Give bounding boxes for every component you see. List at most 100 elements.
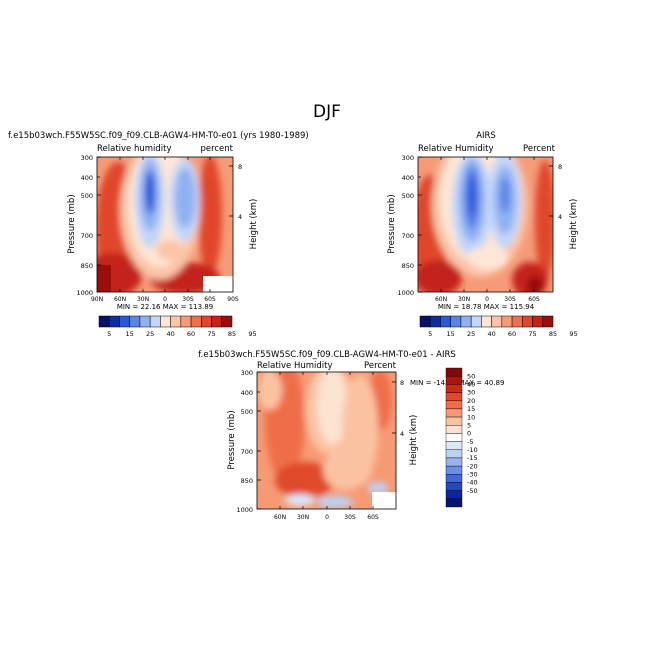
colorbar-label: -30: [467, 470, 478, 478]
colorbar-label: 15: [126, 330, 134, 338]
panel-model-xticks: 90N 60N 30N 0 30S 60S 90S: [91, 157, 239, 303]
colorbar-swatch: [445, 465, 463, 475]
panel-model-right-label: percent: [200, 144, 233, 154]
colorbar-swatch: [511, 315, 523, 328]
panel-obs-ylabel: Pressure (mb): [387, 194, 397, 253]
colorbar-label: 20: [467, 397, 475, 405]
panel-diff-right-label: Percent: [364, 361, 397, 371]
y2tick-label: 4: [558, 213, 562, 221]
panel-obs-right-label: Percent: [523, 144, 556, 154]
panel-model-y2label: Height (km): [249, 199, 259, 250]
colorbar-swatch: [108, 315, 120, 328]
colorbar-swatch: [470, 315, 482, 328]
y2tick-label: 8: [400, 379, 404, 387]
xtick-label: 60N: [114, 296, 126, 303]
ytick-label: 1000: [76, 289, 93, 297]
panel-model: f.e15b03wch.F55W5SC.f09_f09.CLB-AGW4-HM-…: [8, 131, 309, 311]
panel-diff-ylabel: Pressure (mb): [227, 410, 237, 469]
xtick-label: 30S: [344, 514, 356, 521]
colorbar-label: 5: [467, 421, 471, 429]
ytick-label: 700: [81, 232, 93, 240]
colorbar-swatch: [445, 392, 463, 401]
panel-obs-frame: [417, 156, 554, 293]
colorbar-obs: 5 15 25 40 60 75 85 95: [419, 315, 578, 338]
colorbar-label: 50: [467, 372, 475, 380]
colorbar-swatch: [139, 315, 151, 328]
colorbar-swatch: [170, 315, 182, 328]
colorbar-label: 75: [528, 330, 536, 338]
ytick-label: 300: [81, 154, 93, 162]
colorbar-label: 85: [228, 330, 236, 338]
ytick-label: 400: [81, 174, 93, 182]
y2tick-label: 8: [558, 163, 562, 171]
panel-obs-title: AIRS: [476, 131, 496, 141]
colorbar-model: 5 15 25 40 60 75 85 95: [98, 315, 257, 338]
colorbar-label: 25: [146, 330, 154, 338]
colorbar-swatch: [460, 315, 472, 328]
ytick-label: 500: [241, 408, 253, 416]
panel-model-left-label: Relative humidity: [97, 144, 172, 154]
colorbar-swatch: [419, 315, 431, 328]
colorbar-swatch: [481, 315, 492, 328]
colorbar-swatch: [445, 474, 463, 483]
panel-diff-y2ticks: 8 4: [400, 379, 404, 438]
ytick-label: 700: [241, 448, 253, 456]
panel-obs-y2label: Height (km): [569, 199, 579, 250]
panel-obs-xticks: 60N 30N 0 30S 60S: [435, 157, 540, 303]
ytick-label: 500: [402, 192, 414, 200]
colorbar-swatch: [445, 490, 463, 500]
panel-diff-frame: [256, 371, 397, 510]
colorbar-label: 95: [248, 330, 256, 338]
page-title: DJF: [313, 102, 341, 122]
xtick-label: 60N: [435, 296, 447, 303]
panel-diff-title: f.e15b03wch.F55W5SC.f09_f09.CLB-AGW4-HM-…: [198, 350, 456, 360]
colorbar-label: -50: [467, 487, 478, 495]
xtick-label: 0: [325, 514, 329, 521]
panel-obs-left-label: Relative Humidity: [418, 144, 494, 154]
panel-obs-minmax: MIN = 18.78 MAX = 115.94: [438, 303, 535, 311]
colorbar-label: 30: [467, 389, 475, 397]
panel-diff-yticks: 300 400 500 700 850 1000: [236, 369, 396, 514]
xtick-label: 60S: [204, 296, 216, 303]
colorbar-swatch: [119, 315, 130, 328]
xtick-label: 30S: [182, 296, 194, 303]
colorbar-label: 5: [428, 330, 432, 338]
panel-diff-y2label: Height (km): [409, 415, 419, 466]
colorbar-swatch: [445, 441, 463, 450]
xtick-label: 0: [485, 296, 489, 303]
colorbar-swatch: [450, 315, 462, 328]
colorbar-swatch: [160, 315, 171, 328]
colorbar-label: 40: [166, 330, 174, 338]
xtick-label: 90S: [227, 296, 239, 303]
xtick-label: 0: [163, 296, 167, 303]
colorbar-swatch: [501, 315, 513, 328]
colorbar-label: 85: [549, 330, 557, 338]
xtick-label: 30N: [297, 514, 309, 521]
panel-obs-y2ticks: 8 4: [558, 163, 562, 221]
panel-model-field: [97, 157, 233, 292]
colorbar-label: 0: [467, 430, 471, 438]
colorbar-label: 15: [447, 330, 455, 338]
colorbar-label: 40: [487, 330, 495, 338]
panel-model-minmax: MIN = 22.16 MAX = 113.89: [117, 303, 213, 311]
y2tick-label: 4: [400, 430, 404, 438]
xtick-label: 60S: [528, 296, 540, 303]
panel-model-ylabel: Pressure (mb): [67, 194, 77, 253]
colorbar-label: 75: [207, 330, 215, 338]
colorbar-label: 60: [508, 330, 516, 338]
colorbar-swatch: [190, 315, 202, 328]
colorbar-label: 15: [467, 405, 475, 413]
colorbar-swatch: [445, 425, 463, 434]
panel-obs: AIRS Relative Humidity Percent: [387, 131, 579, 311]
colorbar-label: 25: [467, 330, 475, 338]
colorbar-swatch: [445, 408, 463, 418]
colorbar-swatch: [429, 315, 441, 328]
colorbar-swatch: [180, 315, 192, 328]
colorbar-swatch: [211, 315, 223, 328]
ytick-label: 1000: [397, 289, 414, 297]
xtick-label: 60N: [274, 514, 286, 521]
colorbar-swatch: [149, 315, 161, 328]
panel-model-title: f.e15b03wch.F55W5SC.f09_f09.CLB-AGW4-HM-…: [8, 131, 309, 141]
colorbar-swatch: [491, 315, 503, 328]
colorbar-swatch: [221, 315, 233, 328]
